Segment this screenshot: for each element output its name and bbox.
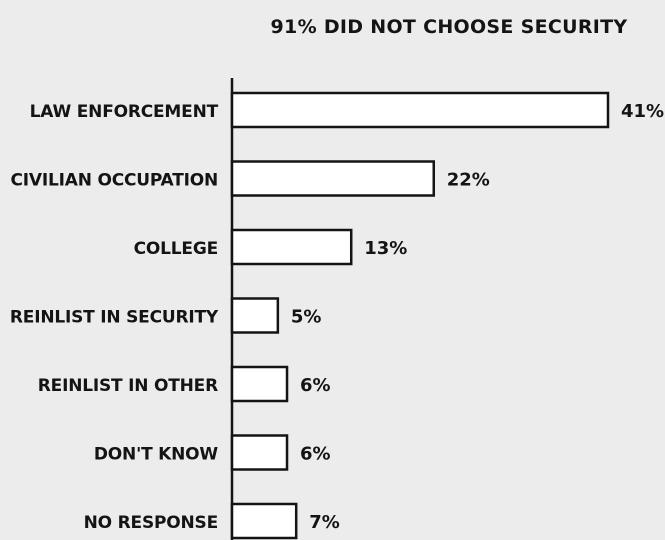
- bar-row: LAW ENFORCEMENT 41%: [30, 91, 664, 129]
- value-label: 7%: [309, 512, 340, 533]
- value-label: 22%: [447, 170, 490, 191]
- category-label: CIVILIAN OCCUPATION: [11, 171, 219, 191]
- bar: [230, 228, 353, 266]
- value-label: 13%: [364, 238, 407, 259]
- bar-row: DON'T KNOW 6%: [94, 434, 331, 471]
- bar: [230, 365, 289, 403]
- bar-row: NO RESPONSE 7%: [84, 502, 340, 540]
- bar-row: REINLIST IN SECURITY 5%: [10, 297, 322, 334]
- bar-row: REINLIST IN OTHER 6%: [38, 365, 331, 403]
- category-label: REINLIST IN SECURITY: [10, 308, 219, 328]
- chart-title: 91% DID NOT CHOOSE SECURITY: [271, 16, 628, 38]
- value-label: 6%: [300, 375, 331, 396]
- bar: [230, 297, 280, 334]
- bar-row: CIVILIAN OCCUPATION 22%: [11, 160, 490, 197]
- bars-layer: LAW ENFORCEMENT 41% CIVILIAN OCCUPATION 22%…: [10, 91, 664, 540]
- bar: [230, 502, 298, 540]
- value-label: 5%: [291, 307, 322, 328]
- bar-row: COLLEGE 13%: [134, 228, 407, 266]
- value-label: 6%: [300, 444, 331, 465]
- category-label: LAW ENFORCEMENT: [30, 102, 219, 122]
- category-label: REINLIST IN OTHER: [38, 376, 218, 396]
- category-label: NO RESPONSE: [84, 513, 218, 533]
- bar: [230, 160, 436, 197]
- category-label: COLLEGE: [134, 239, 218, 259]
- bar: [230, 91, 610, 129]
- bar: [230, 434, 289, 471]
- category-label: DON'T KNOW: [94, 445, 219, 465]
- value-label: 41%: [621, 101, 664, 122]
